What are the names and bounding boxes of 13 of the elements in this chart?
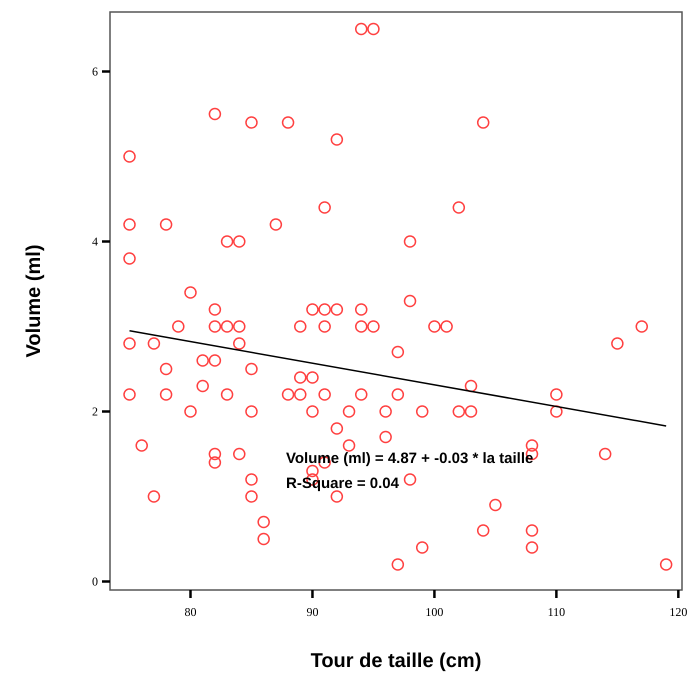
x-tick-label: 90 (306, 605, 318, 619)
x-tick-label: 80 (184, 605, 196, 619)
annotation: R-Square = 0.04 (286, 475, 400, 492)
x-tick-label: 110 (548, 605, 566, 619)
y-tick-label: 0 (92, 574, 98, 588)
x-tick-label: 100 (425, 605, 444, 619)
y-tick-label: 2 (92, 404, 98, 418)
annotation: Volume (ml) = 4.87 + -0.03 * la taille (286, 450, 534, 467)
x-axis-title: Tour de taille (cm) (310, 650, 482, 672)
y-tick-label: 4 (92, 234, 98, 248)
x-tick-label: 120 (669, 605, 688, 619)
y-tick-label: 6 (92, 64, 98, 78)
y-axis-title: Volume (ml) (23, 244, 45, 358)
